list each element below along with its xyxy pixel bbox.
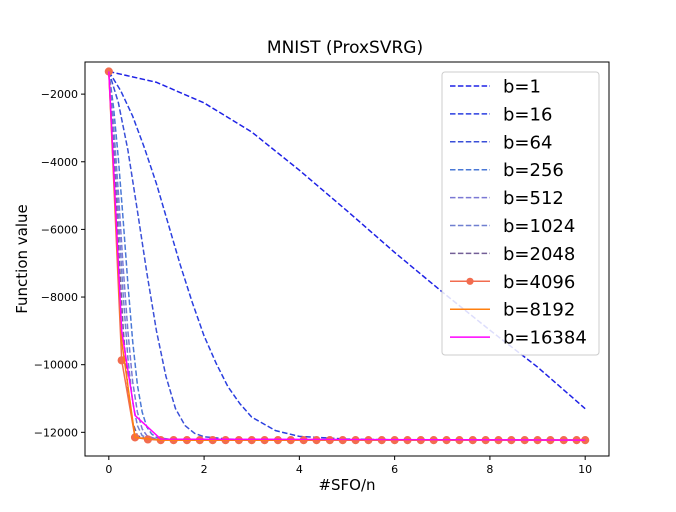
y-axis: −2000 −4000 −6000 −8000 −10000 −12000 — [34, 88, 85, 439]
legend-item: b=16384 — [450, 328, 587, 349]
legend-item: b=8192 — [450, 300, 575, 321]
legend-item: b=1 — [450, 77, 541, 98]
x-tick-label: 0 — [105, 463, 112, 476]
x-tick-label: 10 — [578, 463, 592, 476]
legend-item: b=2048 — [450, 244, 575, 265]
x-axis-label: #SFO/n — [318, 476, 375, 494]
x-axis: 0 2 4 6 8 10 — [105, 456, 592, 476]
legend-label: b=256 — [503, 160, 564, 181]
legend-label: b=8192 — [503, 300, 575, 321]
y-tick-label: −4000 — [41, 156, 78, 169]
series-layer — [104, 67, 590, 445]
legend-item: b=16 — [450, 104, 552, 125]
y-tick-label: −12000 — [34, 426, 78, 439]
y-tick-label: −6000 — [41, 223, 78, 236]
x-tick-label: 6 — [391, 463, 398, 476]
y-tick-label: −8000 — [41, 291, 78, 304]
legend-label: b=1 — [503, 77, 541, 98]
legend-item: b=1024 — [450, 216, 575, 237]
legend-marker — [466, 277, 474, 285]
y-tick-label: −2000 — [41, 88, 78, 101]
legend-entries: b=1 b=16 b=64 b=256 b=512 b=1024 b=2048 b=4096 b… — [450, 77, 587, 349]
legend-item: b=256 — [450, 160, 564, 181]
legend-label: b=16 — [503, 104, 552, 125]
series-b-1024 — [108, 71, 586, 441]
legend-item: b=64 — [450, 132, 552, 153]
series-line-b-1024 — [108, 71, 586, 441]
y-axis-label: Function value — [13, 204, 31, 314]
legend-item: b=512 — [450, 188, 564, 209]
series-line-b-512 — [108, 71, 586, 441]
series-b-16384 — [108, 71, 586, 441]
legend-label: b=4096 — [503, 272, 575, 293]
legend-label: b=64 — [503, 132, 552, 153]
legend-item: b=4096 — [450, 272, 575, 293]
x-tick-label: 2 — [201, 463, 208, 476]
x-tick-label: 8 — [486, 463, 493, 476]
series-b-512 — [108, 71, 586, 441]
chart-title: MNIST (ProxSVRG) — [267, 38, 423, 58]
legend-label: b=16384 — [503, 328, 587, 349]
legend: b=1 b=16 b=64 b=256 b=512 b=1024 b=2048 b=4096 b… — [441, 71, 600, 356]
plot-frame — [84, 61, 610, 457]
legend-box — [441, 71, 600, 356]
plot-area — [84, 61, 610, 457]
x-tick-label: 4 — [296, 463, 303, 476]
legend-label: b=1024 — [503, 216, 575, 237]
legend-label: b=512 — [503, 188, 564, 209]
legend-label: b=2048 — [503, 244, 575, 265]
y-tick-label: −10000 — [34, 359, 78, 372]
series-line-b-16384 — [108, 71, 586, 441]
